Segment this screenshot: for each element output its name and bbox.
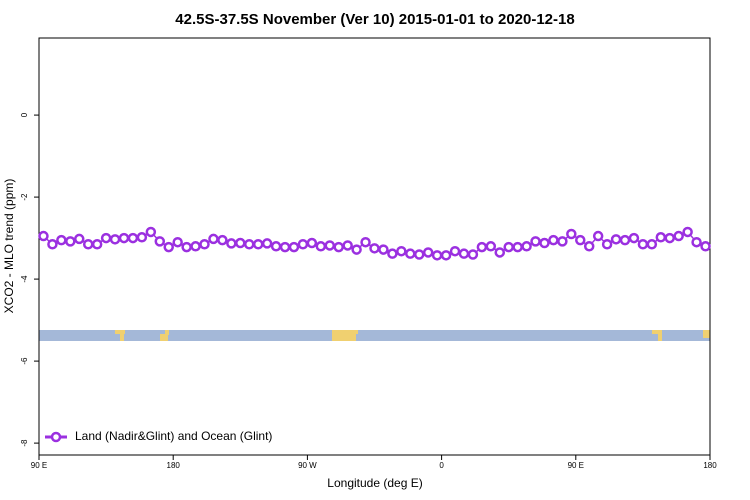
chart-title: 42.5S-37.5S November (Ver 10) 2015-01-01…	[175, 11, 574, 28]
data-point	[548, 234, 559, 246]
legend-label: Land (Nadir&Glint) and Ocean (Glint)	[75, 429, 272, 443]
data-point	[467, 249, 479, 260]
data-point	[127, 232, 139, 244]
data-point	[691, 236, 702, 248]
data-point	[217, 234, 228, 246]
data-point	[261, 238, 273, 249]
data-point	[74, 233, 85, 245]
data-point	[270, 241, 282, 252]
data-point	[145, 226, 157, 238]
data-point	[503, 241, 514, 253]
y-tick-label: -2	[20, 193, 29, 201]
y-axis-label: XCO2 - MLO trend (ppm)	[2, 179, 16, 314]
data-point	[440, 250, 452, 261]
data-point	[91, 238, 103, 250]
data-point	[628, 232, 640, 244]
x-axis-label: Longitude (deg E)	[327, 476, 422, 490]
data-point	[610, 234, 622, 245]
x-tick-label: 180	[703, 461, 717, 470]
data-point	[601, 238, 613, 250]
data-point	[485, 241, 497, 252]
data-point	[208, 233, 219, 245]
data-point	[154, 236, 166, 247]
data-point	[664, 232, 675, 244]
data-point	[476, 241, 488, 253]
x-tick-label: 0	[439, 461, 444, 470]
data-point	[351, 244, 362, 255]
data-point	[396, 245, 407, 257]
data-point	[700, 241, 711, 252]
data-point	[530, 236, 541, 247]
data-point	[252, 238, 264, 250]
data-point	[199, 238, 210, 250]
data-point	[458, 248, 470, 259]
data-point	[38, 230, 49, 242]
data-point	[163, 241, 174, 253]
x-tick-label: 180	[167, 461, 181, 470]
data-point	[387, 248, 398, 259]
data-point	[449, 245, 461, 257]
data-point	[673, 230, 684, 242]
data-point	[378, 244, 389, 255]
data-point	[181, 241, 192, 253]
data-point	[243, 238, 255, 250]
data-point	[118, 232, 130, 244]
data-point	[682, 226, 693, 238]
x-tick-label: 90 E	[568, 461, 584, 470]
legend-marker	[50, 431, 62, 443]
data-point	[136, 232, 148, 243]
data-point	[324, 240, 336, 251]
data-point	[592, 230, 604, 242]
data-point	[190, 241, 201, 252]
data-point	[288, 241, 300, 253]
data-point	[100, 232, 112, 244]
data-point	[422, 247, 434, 258]
data-point	[575, 234, 586, 246]
data-point	[413, 249, 425, 260]
y-tick-label: -8	[20, 439, 29, 447]
y-tick-label: -6	[20, 357, 29, 365]
data-point	[333, 241, 344, 253]
data-point	[56, 234, 67, 246]
data-point	[297, 238, 309, 250]
data-point	[619, 234, 631, 246]
data-point	[405, 248, 416, 259]
data-point	[342, 240, 353, 251]
data-point	[226, 238, 237, 249]
data-point	[109, 234, 121, 245]
x-tick-label: 90 W	[298, 461, 317, 470]
data-point	[172, 236, 183, 248]
data-point	[306, 237, 318, 249]
data-point	[360, 236, 371, 248]
data-point	[47, 238, 58, 250]
data-point	[431, 250, 443, 261]
data-point	[512, 241, 523, 253]
data-point	[279, 241, 291, 253]
data-point	[539, 237, 550, 249]
data-point	[65, 236, 76, 247]
land-ocean-band	[39, 330, 710, 341]
y-tick-label: 0	[20, 112, 29, 117]
data-point	[521, 241, 532, 252]
data-point	[566, 228, 577, 240]
data-point	[369, 243, 380, 254]
data-point	[235, 237, 246, 249]
x-tick-label: 90 E	[31, 461, 47, 470]
y-tick-label: -4	[20, 275, 29, 283]
data-point	[583, 241, 595, 252]
data-point	[315, 241, 327, 252]
data-point	[655, 232, 667, 243]
data-point	[82, 238, 94, 250]
data-point	[494, 247, 506, 258]
data-point	[557, 236, 568, 247]
data-point	[646, 238, 658, 250]
data-point	[637, 238, 649, 250]
